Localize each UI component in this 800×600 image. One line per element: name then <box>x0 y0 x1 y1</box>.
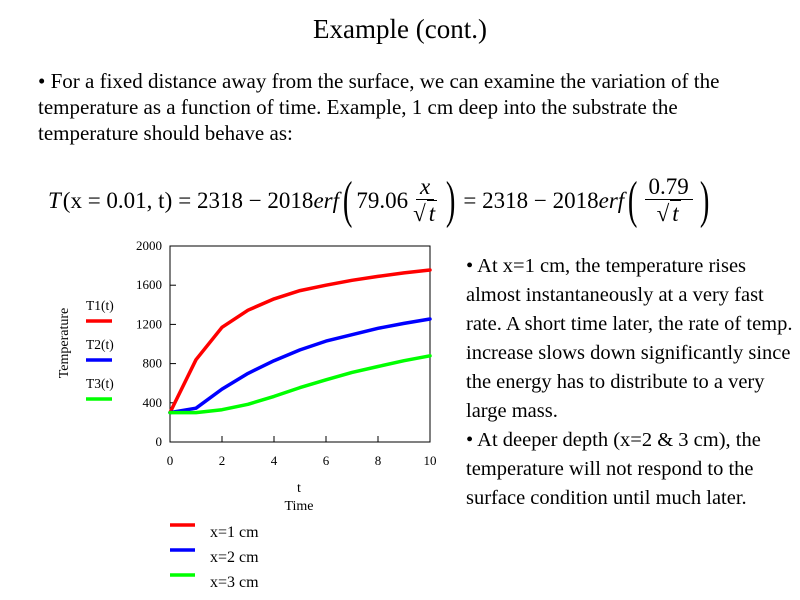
eq-fraction-1: x √ t <box>413 174 438 226</box>
eq-paren-close-1: ) <box>445 172 456 229</box>
eq-paren-open-2: ( <box>628 172 638 229</box>
x-tick-label: 8 <box>375 453 382 468</box>
y-axis-label: Temperature <box>57 308 72 379</box>
x-axis-label-secondary: Time <box>284 499 313 514</box>
x-tick-label: 0 <box>167 453 174 468</box>
slide-title: Example (cont.) <box>313 14 487 44</box>
x-tick-label: 4 <box>271 453 278 468</box>
y-tick-label: 0 <box>156 434 163 449</box>
side-note-2: • At deeper depth (x=2 & 3 cm), the temp… <box>466 429 761 509</box>
intro-paragraph: • For a fixed distance away from the sur… <box>38 69 720 145</box>
series-label-2: T2(t) <box>86 337 114 352</box>
eq-lhs: T <box>48 188 61 213</box>
x-axis-label: t <box>297 481 301 496</box>
legend-label-1: x=1 cm <box>210 524 259 541</box>
x-tick-label: 2 <box>219 453 226 468</box>
x-tick-label: 10 <box>424 453 437 468</box>
y-tick-label: 400 <box>143 395 163 410</box>
x-tick-label: 6 <box>323 453 330 468</box>
temperature-equation: T (x = 0.01, t) = 2318 − 2018 erf ( 79.0… <box>48 170 748 232</box>
plot-frame <box>169 245 431 443</box>
series-label-1: T1(t) <box>86 298 114 313</box>
eq-rhs-2: = 2318 − 2018 <box>463 188 599 213</box>
eq-den-1: t <box>426 200 438 226</box>
eq-erf-1: erf <box>313 188 339 213</box>
side-notes: • At x=1 cm, the temperature rises almos… <box>466 252 796 513</box>
series-label-3: T3(t) <box>86 376 114 391</box>
eq-paren-open-1: ( <box>342 172 353 229</box>
eq-coef: 79.06 <box>356 188 409 213</box>
eq-fraction-2: 0.79 √ t <box>644 175 693 227</box>
legend-label-2: x=2 cm <box>210 549 259 566</box>
eq-rhs-1: = 2318 − 2018 <box>178 188 314 213</box>
legend-label-3: x=3 cm <box>210 574 259 591</box>
eq-args: (x = 0.01, t) <box>62 188 173 213</box>
y-tick-label: 2000 <box>136 238 162 253</box>
side-note-1: • At x=1 cm, the temperature rises almos… <box>466 255 793 422</box>
eq-num-1: x <box>415 175 435 200</box>
eq-erf-2: erf <box>598 188 625 213</box>
series-line-3 <box>168 354 432 415</box>
eq-paren-close-2: ) <box>699 172 710 229</box>
y-tick-label: 800 <box>143 356 163 371</box>
y-tick-label: 1600 <box>136 277 162 292</box>
series-line-2 <box>168 317 432 415</box>
y-tick-label: 1200 <box>136 316 162 331</box>
eq-den-2: t <box>670 200 681 226</box>
series-line-1 <box>168 268 432 415</box>
eq-num-2: 0.79 <box>644 175 693 200</box>
